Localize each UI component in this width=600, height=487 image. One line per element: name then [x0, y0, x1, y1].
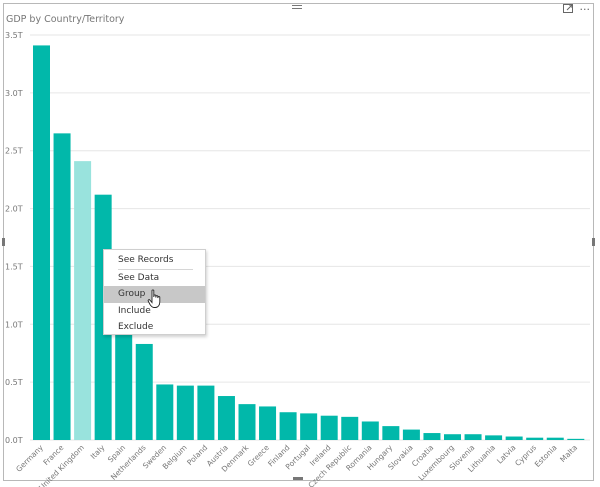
- bar-greece[interactable]: [259, 406, 277, 440]
- bar-slovakia[interactable]: [402, 429, 420, 440]
- bar-hungary[interactable]: [382, 426, 400, 440]
- menu-item-include[interactable]: Include: [118, 305, 151, 316]
- resize-handle-left[interactable]: [2, 238, 5, 246]
- bar-netherlands[interactable]: [135, 343, 153, 440]
- focus-mode-icon[interactable]: [562, 4, 574, 16]
- bar-united-kingdom[interactable]: [74, 161, 92, 440]
- bar-latvia[interactable]: [505, 436, 523, 440]
- y-tick-label: 2.0T: [5, 205, 23, 214]
- bar-cyprus[interactable]: [526, 437, 544, 440]
- bar-spain[interactable]: [115, 321, 133, 440]
- hand-pointer-cursor-icon: [147, 289, 161, 308]
- menu-item-group[interactable]: Group: [104, 286, 205, 303]
- bar-poland[interactable]: [197, 385, 215, 440]
- bar-austria[interactable]: [217, 396, 235, 440]
- bar-france[interactable]: [53, 133, 71, 440]
- x-tick-label: Italy: [89, 443, 107, 461]
- context-menu: See Records See Data Group Include Exclu…: [103, 249, 206, 335]
- bar-lithuania[interactable]: [485, 435, 503, 440]
- visual-header-toolbar: ···: [562, 3, 591, 16]
- bar-sweden[interactable]: [156, 384, 174, 440]
- x-tick-label: Estonia: [533, 443, 559, 469]
- menu-item-see-data[interactable]: See Data: [118, 272, 160, 283]
- y-tick-label: 0.5T: [5, 378, 23, 387]
- bar-croatia[interactable]: [423, 433, 441, 440]
- bar-belgium[interactable]: [176, 385, 194, 440]
- resize-handle-bottom[interactable]: [293, 477, 303, 480]
- bar-romania[interactable]: [361, 421, 379, 440]
- y-tick-label: 3.5T: [5, 31, 23, 40]
- y-tick-label: 1.5T: [5, 262, 23, 271]
- y-tick-label: 2.5T: [5, 147, 23, 156]
- x-tick-label: Germany: [14, 443, 45, 474]
- more-options-icon[interactable]: ···: [579, 3, 591, 16]
- menu-item-exclude[interactable]: Exclude: [118, 322, 154, 332]
- y-tick-label: 0.0T: [5, 436, 23, 445]
- bar-germany[interactable]: [33, 45, 50, 441]
- menu-item-see-records[interactable]: See Records: [118, 255, 174, 265]
- bar-ireland[interactable]: [320, 415, 338, 440]
- x-tick-label: Malta: [558, 443, 579, 464]
- drag-handle-top[interactable]: [292, 5, 302, 6]
- bar-slovenia[interactable]: [464, 434, 482, 440]
- y-tick-label: 3.0T: [5, 89, 23, 98]
- bar-malta[interactable]: [567, 438, 585, 440]
- bar-portugal[interactable]: [300, 413, 318, 440]
- bar-estonia[interactable]: [546, 437, 564, 440]
- chart-title: GDP by Country/Territory: [6, 14, 125, 25]
- y-tick-label: 1.0T: [5, 320, 23, 329]
- resize-handle-right[interactable]: [592, 238, 595, 246]
- menu-separator: [118, 268, 193, 270]
- bar-luxembourg[interactable]: [444, 434, 461, 440]
- bar-denmark[interactable]: [238, 404, 256, 440]
- bar-finland[interactable]: [279, 412, 297, 440]
- bar-czech-republic[interactable]: [341, 416, 359, 440]
